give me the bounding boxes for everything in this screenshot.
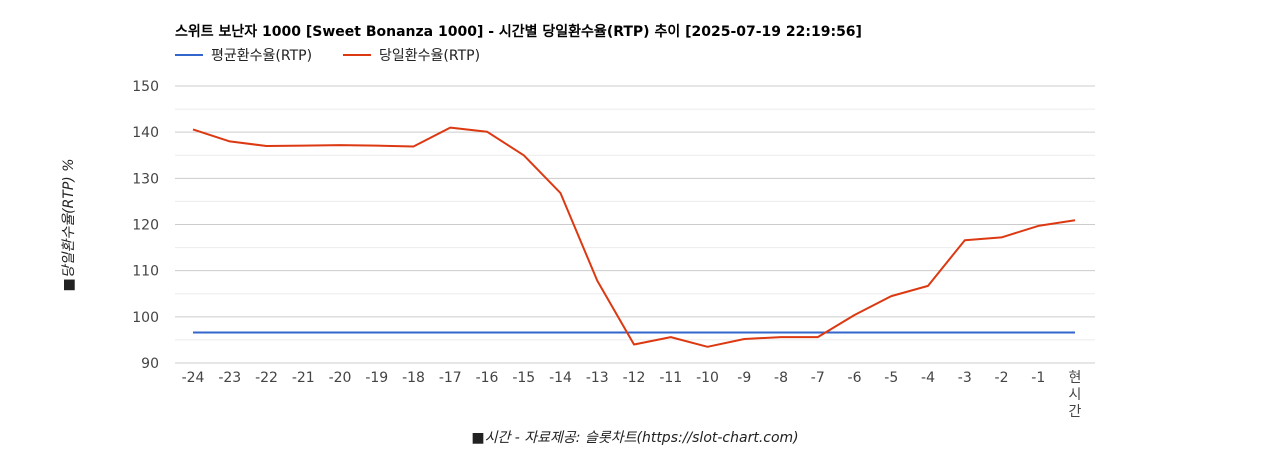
y-tick-label: 110 — [132, 264, 159, 280]
y-tick-label: 90 — [141, 356, 159, 372]
x-axis-ticks: -24 -23 -22 -21 -20 -19 -18 -17 -16 -15 -14 -13 -12-… — [182, 370, 1082, 420]
x-tick-label: -9 — [737, 370, 751, 386]
y-tick-label: 100 — [132, 310, 159, 326]
y-tick-label: 140 — [132, 125, 159, 141]
legend-label-avg[interactable]: 평균환수율(RTP) — [211, 48, 312, 64]
x-tick-label: -2 — [995, 370, 1009, 386]
x-tick-label: -3 — [958, 370, 972, 386]
x-tick-label: -4 — [921, 370, 935, 386]
gridlines — [175, 85, 1095, 364]
x-tick-label: -12 — [623, 370, 646, 386]
legend: 평균환수율(RTP) 당일환수율(RTP) — [175, 48, 480, 64]
x-tick-label: -8 — [774, 370, 788, 386]
x-tick-label: -5 — [884, 370, 898, 386]
x-tick-label: -1 — [1031, 370, 1045, 386]
x-tick-label: -13 — [586, 370, 609, 386]
x-tick-label: -17 — [439, 370, 462, 386]
x-tick-label: -24 — [182, 370, 205, 386]
x-tick-label-line: 현 — [1069, 370, 1082, 386]
x-tick-label-line: 시 — [1069, 387, 1082, 403]
series-lines — [192, 126, 1076, 348]
x-tick-label: -21 — [292, 370, 315, 386]
chart-title: 스위트 보난자 1000 [Sweet Bonanza 1000] - 시간별 … — [175, 23, 862, 40]
x-tick-label-line: 간 — [1069, 404, 1082, 420]
x-tick-label: -19 — [365, 370, 388, 386]
x-tick-label: -7 — [811, 370, 825, 386]
x-tick-label: -22 — [255, 370, 278, 386]
x-tick-label: -18 — [402, 370, 425, 386]
y-tick-label: 130 — [132, 171, 159, 187]
x-tick-label: -14 — [549, 370, 572, 386]
x-tick-label: -23 — [218, 370, 241, 386]
y-axis-title: ■당일환수율(RTP) % — [61, 158, 77, 291]
x-axis-title: ■시간 - 자료제공: 슬롯차트(https://slot-chart.com) — [471, 430, 798, 446]
x-tick-label: -6 — [848, 370, 862, 386]
y-tick-label: 120 — [132, 218, 159, 234]
x-tick-label: -16 — [476, 370, 499, 386]
x-tick-label: -10 — [696, 370, 719, 386]
y-axis-ticks: 90 100 110 120 130 140 150 — [132, 79, 159, 372]
legend-label-daily[interactable]: 당일환수율(RTP) — [379, 48, 480, 64]
y-tick-label: 150 — [132, 79, 159, 95]
series-line-daily-rtp[interactable] — [192, 126, 1076, 348]
x-tick-label: -20 — [329, 370, 352, 386]
x-tick-label: -11 — [659, 370, 682, 386]
x-tick-label: -15 — [512, 370, 535, 386]
